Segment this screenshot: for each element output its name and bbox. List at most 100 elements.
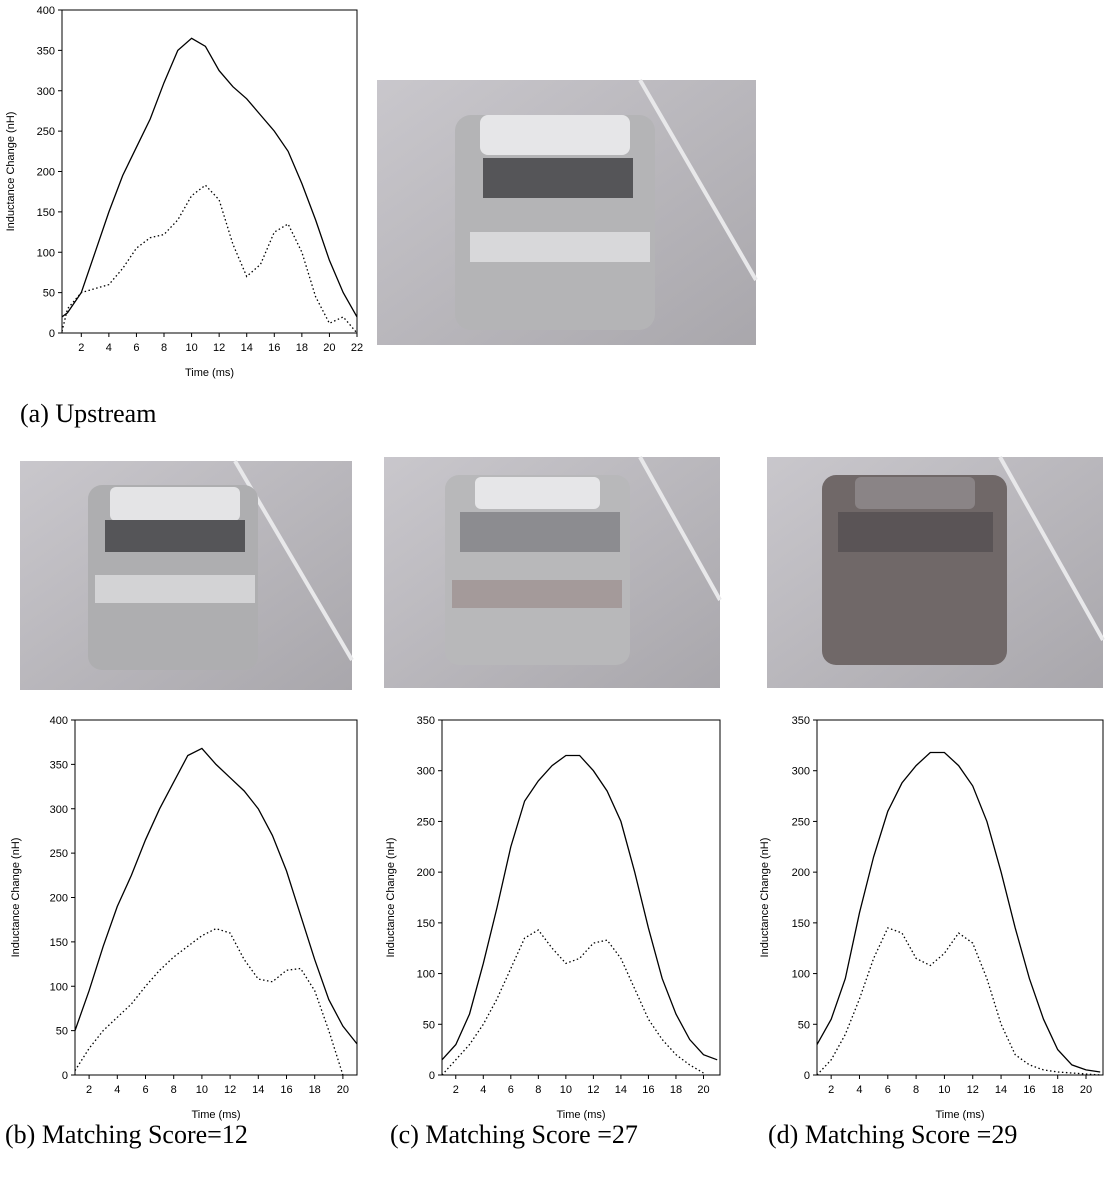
- y-tick-label: 200: [417, 867, 435, 879]
- y-tick-label: 300: [50, 804, 68, 816]
- y-tick-label: 350: [417, 715, 435, 727]
- x-tick-label: 14: [995, 1084, 1007, 1096]
- x-tick-label: 4: [480, 1084, 486, 1096]
- x-tick-label: 18: [296, 342, 308, 354]
- x-tick-label: 6: [133, 342, 139, 354]
- x-tick-label: 10: [560, 1084, 572, 1096]
- series-line: [816, 751, 1101, 1073]
- y-tick-label: 300: [417, 766, 435, 778]
- x-tick-label: 8: [171, 1084, 177, 1096]
- x-tick-label: 2: [78, 342, 84, 354]
- photo-b: [20, 459, 354, 690]
- x-tick-label: 6: [142, 1084, 148, 1096]
- x-tick-label: 16: [280, 1084, 292, 1096]
- x-tick-label: 4: [856, 1084, 862, 1096]
- x-tick-label: 4: [106, 342, 112, 354]
- y-tick-label: 100: [50, 981, 68, 993]
- y-tick-label: 400: [37, 5, 55, 17]
- photo-upstream: [377, 78, 758, 345]
- x-tick-label: 12: [224, 1084, 236, 1096]
- y-tick-label: 50: [43, 288, 55, 300]
- y-tick-label: 0: [49, 328, 55, 340]
- plot-frame: [74, 719, 358, 1076]
- x-tick-label: 14: [252, 1084, 264, 1096]
- y-tick-label: 150: [417, 918, 435, 930]
- y-tick-label: 0: [804, 1070, 810, 1082]
- y-tick-label: 50: [423, 1019, 435, 1031]
- y-tick-label: 0: [429, 1070, 435, 1082]
- photo-c: [384, 456, 722, 688]
- x-tick-label: 12: [967, 1084, 979, 1096]
- x-tick-label: 8: [535, 1084, 541, 1096]
- caption: (b) Matching Score=12: [5, 1120, 248, 1149]
- x-axis-label: Time (ms): [191, 1109, 240, 1121]
- x-tick-label: 12: [587, 1084, 599, 1096]
- y-tick-label: 150: [37, 207, 55, 219]
- x-tick-label: 20: [337, 1084, 349, 1096]
- y-tick-label: 150: [50, 937, 68, 949]
- caption: (a) Upstream: [20, 399, 156, 428]
- x-tick-label: 22: [351, 342, 363, 354]
- y-tick-label: 300: [792, 766, 810, 778]
- caption: (c) Matching Score =27: [390, 1120, 638, 1149]
- plot-frame: [61, 9, 358, 334]
- y-tick-label: 200: [50, 893, 68, 905]
- y-axis-label: Inductance Change (nH): [5, 112, 17, 232]
- y-axis-label: Inductance Change (nH): [759, 838, 771, 958]
- y-tick-label: 250: [37, 126, 55, 138]
- y-tick-label: 250: [792, 816, 810, 828]
- x-tick-label: 8: [161, 342, 167, 354]
- x-tick-label: 18: [1052, 1084, 1064, 1096]
- y-tick-label: 250: [417, 816, 435, 828]
- series-line: [816, 927, 1101, 1076]
- y-tick-label: 50: [56, 1026, 68, 1038]
- x-tick-label: 2: [453, 1084, 459, 1096]
- x-tick-label: 4: [114, 1084, 120, 1096]
- x-tick-label: 16: [268, 342, 280, 354]
- series-line: [441, 929, 704, 1076]
- caption: (d) Matching Score =29: [768, 1120, 1017, 1149]
- x-axis-label: Time (ms): [556, 1109, 605, 1121]
- series-line: [74, 927, 344, 1076]
- y-tick-label: 400: [50, 715, 68, 727]
- y-tick-label: 50: [798, 1019, 810, 1031]
- x-tick-label: 20: [323, 342, 335, 354]
- x-tick-label: 10: [185, 342, 197, 354]
- x-tick-label: 12: [213, 342, 225, 354]
- x-tick-label: 20: [697, 1084, 709, 1096]
- x-tick-label: 2: [828, 1084, 834, 1096]
- y-tick-label: 300: [37, 86, 55, 98]
- x-tick-label: 10: [196, 1084, 208, 1096]
- x-tick-label: 14: [241, 342, 253, 354]
- y-tick-label: 200: [37, 167, 55, 179]
- x-tick-label: 20: [1080, 1084, 1092, 1096]
- x-tick-label: 8: [913, 1084, 919, 1096]
- y-tick-label: 100: [792, 969, 810, 981]
- y-tick-label: 250: [50, 848, 68, 860]
- photo-d: [767, 456, 1105, 688]
- x-tick-label: 6: [508, 1084, 514, 1096]
- series-line: [441, 754, 718, 1061]
- plot-frame: [816, 719, 1104, 1076]
- plot-frame: [441, 719, 721, 1076]
- y-tick-label: 0: [62, 1070, 68, 1082]
- series-line: [74, 747, 358, 1045]
- y-axis-label: Inductance Change (nH): [385, 838, 397, 958]
- x-tick-label: 6: [885, 1084, 891, 1096]
- x-tick-label: 18: [309, 1084, 321, 1096]
- x-axis-label: Time (ms): [185, 367, 234, 379]
- series-line: [61, 37, 358, 318]
- y-axis-label: Inductance Change (nH): [10, 838, 22, 958]
- y-tick-label: 150: [792, 918, 810, 930]
- x-tick-label: 10: [938, 1084, 950, 1096]
- x-tick-label: 16: [1023, 1084, 1035, 1096]
- x-tick-label: 16: [642, 1084, 654, 1096]
- y-tick-label: 100: [37, 247, 55, 259]
- y-tick-label: 350: [792, 715, 810, 727]
- y-tick-label: 100: [417, 969, 435, 981]
- x-tick-label: 2: [86, 1084, 92, 1096]
- x-tick-label: 14: [615, 1084, 627, 1096]
- series-line: [61, 184, 358, 334]
- x-tick-label: 18: [670, 1084, 682, 1096]
